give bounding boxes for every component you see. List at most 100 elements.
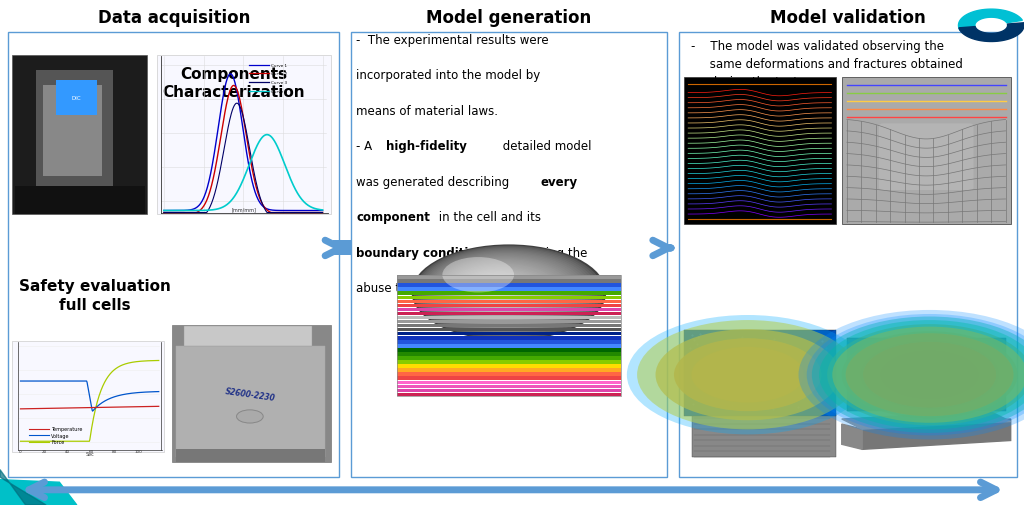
Bar (397, 348, 621, 352)
Text: 100: 100 (134, 449, 142, 453)
Circle shape (812, 317, 1024, 433)
FancyBboxPatch shape (176, 346, 325, 457)
Circle shape (463, 275, 536, 311)
Circle shape (422, 251, 592, 335)
Circle shape (833, 327, 1024, 423)
FancyBboxPatch shape (176, 449, 325, 462)
FancyBboxPatch shape (842, 78, 1011, 225)
Circle shape (438, 261, 569, 325)
FancyBboxPatch shape (172, 326, 331, 462)
Bar (397, 373, 621, 376)
Text: DIC: DIC (72, 96, 82, 101)
Text: Model validation: Model validation (770, 9, 926, 27)
Text: boundary conditions: boundary conditions (356, 246, 493, 259)
Circle shape (881, 350, 979, 399)
Text: - A: - A (356, 140, 376, 153)
Circle shape (455, 270, 547, 316)
Text: Curve 1: Curve 1 (271, 64, 288, 68)
FancyBboxPatch shape (879, 124, 974, 190)
FancyBboxPatch shape (36, 71, 113, 192)
Circle shape (860, 340, 999, 409)
Circle shape (487, 289, 502, 296)
FancyBboxPatch shape (43, 86, 102, 177)
Circle shape (442, 263, 564, 323)
Text: detailed model: detailed model (499, 140, 592, 153)
Bar (397, 320, 621, 324)
Circle shape (430, 256, 581, 330)
Text: in the cell and its: in the cell and its (434, 211, 541, 224)
Circle shape (414, 246, 603, 340)
Circle shape (477, 283, 516, 302)
Bar (397, 369, 621, 372)
Text: 40: 40 (65, 449, 71, 453)
Bar (397, 308, 621, 312)
Bar (397, 357, 621, 360)
FancyBboxPatch shape (333, 241, 351, 255)
FancyBboxPatch shape (684, 78, 836, 225)
Text: high-fidelity: high-fidelity (386, 140, 467, 153)
Bar (397, 292, 621, 295)
Text: during the: during the (521, 246, 587, 259)
FancyBboxPatch shape (679, 33, 1017, 477)
Bar (397, 393, 621, 396)
Circle shape (473, 281, 522, 305)
Text: Model generation: Model generation (426, 9, 592, 27)
Circle shape (459, 273, 542, 313)
Bar (397, 340, 621, 344)
Bar (397, 304, 621, 308)
Bar (397, 328, 621, 332)
FancyBboxPatch shape (351, 33, 667, 477)
Bar (397, 385, 621, 388)
Text: abuse test.: abuse test. (356, 281, 422, 294)
Bar (397, 344, 621, 348)
Bar (397, 288, 621, 291)
Bar (397, 381, 621, 384)
Text: every: every (541, 175, 578, 188)
FancyBboxPatch shape (15, 187, 145, 215)
Bar (397, 361, 621, 364)
Polygon shape (958, 10, 1022, 31)
Bar (397, 332, 621, 336)
Circle shape (489, 290, 500, 295)
Text: 80: 80 (112, 449, 118, 453)
Polygon shape (842, 424, 862, 449)
Circle shape (674, 338, 821, 411)
Text: 0: 0 (19, 449, 22, 453)
Circle shape (440, 262, 567, 324)
Circle shape (846, 333, 1014, 416)
Circle shape (444, 264, 561, 322)
Bar (397, 324, 621, 328)
Text: Safety evaluation
full cells: Safety evaluation full cells (19, 279, 171, 312)
FancyBboxPatch shape (684, 331, 836, 417)
Circle shape (451, 268, 553, 318)
FancyBboxPatch shape (8, 33, 339, 477)
Bar (397, 389, 621, 392)
FancyBboxPatch shape (157, 56, 331, 215)
Circle shape (799, 310, 1024, 439)
Text: Temperature: Temperature (51, 426, 83, 431)
Text: -  The experimental results were: - The experimental results were (356, 34, 549, 47)
Circle shape (412, 245, 606, 341)
Bar (397, 316, 621, 320)
Circle shape (637, 320, 858, 429)
Circle shape (420, 249, 595, 336)
Circle shape (428, 255, 584, 331)
Circle shape (418, 248, 598, 337)
Bar (397, 312, 621, 316)
Circle shape (842, 331, 1018, 418)
Circle shape (461, 274, 539, 312)
Circle shape (483, 287, 508, 299)
Circle shape (237, 410, 263, 423)
Circle shape (691, 347, 804, 403)
Text: was generated describing: was generated describing (356, 175, 513, 188)
FancyBboxPatch shape (12, 341, 164, 452)
Circle shape (424, 252, 590, 334)
Bar (397, 280, 621, 283)
Bar (397, 336, 621, 340)
Circle shape (475, 282, 519, 304)
Text: Force: Force (51, 439, 65, 444)
Polygon shape (842, 412, 1011, 429)
Circle shape (446, 265, 558, 321)
Polygon shape (0, 470, 46, 505)
Circle shape (627, 315, 868, 434)
